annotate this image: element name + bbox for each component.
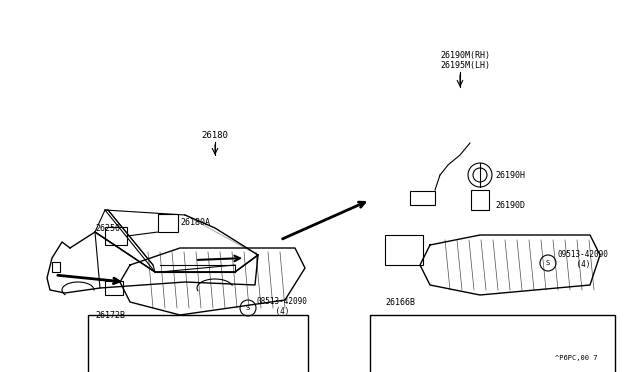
Text: 26180A: 26180A [180,218,210,227]
Bar [52,262,60,272]
Bar [410,191,435,205]
Text: 26190H: 26190H [495,170,525,180]
Bar [385,235,423,265]
Bar [370,315,615,372]
Text: 26190M(RH): 26190M(RH) [440,51,490,60]
Text: 09513-42090
    (4): 09513-42090 (4) [558,250,609,269]
Text: S: S [246,305,250,311]
Bar [105,227,127,245]
Text: 26172B: 26172B [95,311,125,320]
Text: 26190D: 26190D [495,201,525,209]
Text: 08513-42090
    (4): 08513-42090 (4) [257,297,308,317]
Bar [158,214,178,232]
Bar [471,190,489,210]
Text: ^P6PC,00 7: ^P6PC,00 7 [555,355,598,361]
Bar [88,315,308,372]
Text: 26166B: 26166B [385,298,415,307]
Text: S: S [546,260,550,266]
Bar [105,281,123,295]
Text: 26250: 26250 [95,224,120,232]
Text: 26195M(LH): 26195M(LH) [440,61,490,70]
Text: 26180: 26180 [202,131,228,140]
